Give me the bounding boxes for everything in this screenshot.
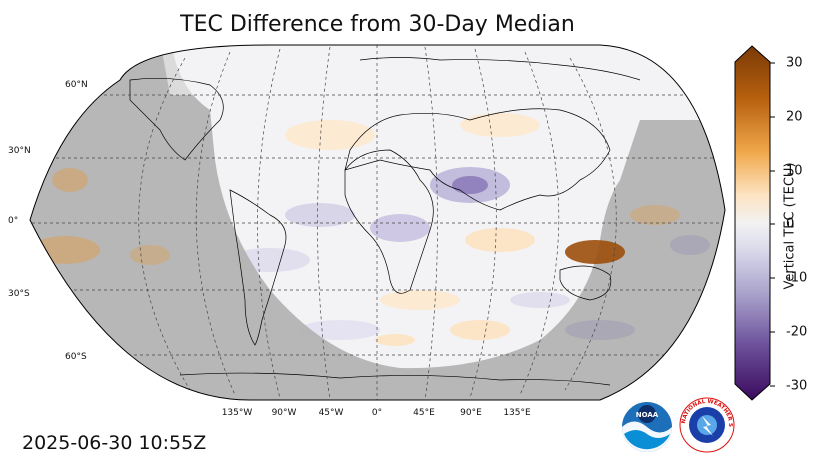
- anomaly-orange-patch: [285, 120, 375, 150]
- lon-label-135w: 135°W: [221, 408, 253, 418]
- lon-label-90e: 90°E: [460, 408, 482, 418]
- anomaly-purple-patch: [285, 203, 355, 227]
- lon-label-90w: 90°W: [271, 408, 297, 418]
- anomaly-orange-patch: [375, 334, 415, 346]
- anomaly-orange-patch: [460, 113, 540, 137]
- lat-label-0: 0°: [8, 216, 19, 226]
- anomaly-purple-patch: [370, 214, 430, 242]
- colorbar-label: Vertical TEC (TECU): [782, 162, 798, 290]
- night-shade-north-gap: [160, 45, 640, 95]
- colorbar-tick: -20: [786, 324, 808, 340]
- colorbar-tick: 20: [786, 109, 803, 125]
- noaa-logo: NOAA: [622, 402, 672, 452]
- lon-label-0: 0°: [371, 408, 383, 418]
- anomaly-purple-patch: [670, 235, 710, 255]
- anomaly-orange-patch: [450, 320, 510, 340]
- lon-label-45e: 45°E: [413, 408, 435, 418]
- colorbar-bar: [734, 45, 771, 401]
- anomaly-purple-patch: [510, 292, 570, 308]
- lat-label-30n: 30°N: [8, 146, 31, 156]
- anomaly-orange-patch: [130, 245, 170, 265]
- lon-label-45w: 45°W: [318, 408, 344, 418]
- lat-label-60n: 60°N: [65, 80, 88, 90]
- anomaly-orange-patch: [565, 240, 625, 264]
- map-title: TEC Difference from 30-Day Median: [180, 12, 575, 37]
- lat-label-60s: 60°S: [65, 352, 87, 362]
- lat-label-30s: 30°S: [8, 289, 30, 299]
- colorbar-tick: -30: [786, 378, 808, 394]
- anomaly-purple-patch: [452, 176, 488, 194]
- noaa-logo-text: NOAA: [636, 411, 659, 419]
- graticule: [30, 45, 725, 400]
- anomaly-orange-patch: [465, 228, 535, 252]
- lon-label-135e: 135°E: [503, 408, 531, 418]
- nws-logo: NATIONAL WEATHER SERVICE: [678, 396, 735, 453]
- timestamp: 2025-06-30 10:55Z: [22, 432, 207, 454]
- globe-outline: [29, 44, 726, 401]
- anomaly-orange-patch: [630, 205, 680, 225]
- anomaly-purple-patch: [300, 320, 380, 340]
- anomaly-purple-patch: [565, 320, 635, 340]
- coastlines: [129, 57, 641, 386]
- colorbar-tick: 0: [786, 216, 795, 232]
- anomaly-orange-patch: [380, 290, 460, 310]
- colorbar-tick: -10: [786, 270, 808, 286]
- colorbar-tick: 30: [786, 55, 803, 71]
- colorbar: [734, 45, 775, 401]
- colorbar-tick: 10: [786, 163, 803, 179]
- anomaly-orange-patch: [52, 168, 88, 192]
